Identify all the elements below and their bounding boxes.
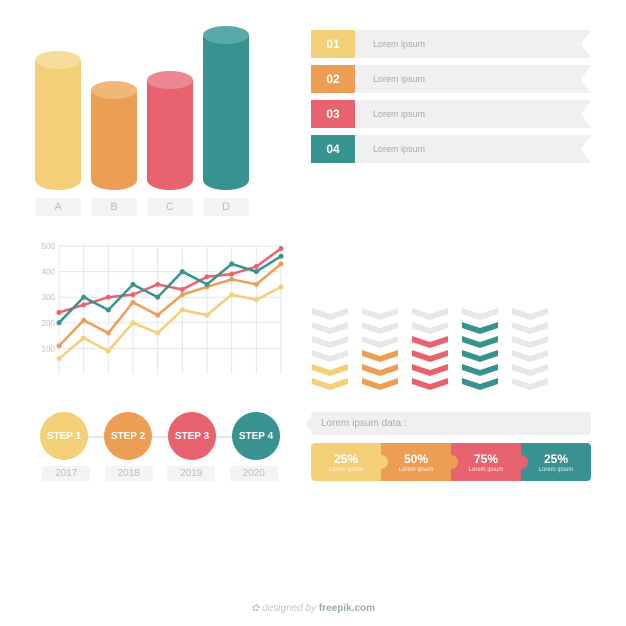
chevron-icon — [362, 364, 398, 376]
chevron-icon — [462, 308, 498, 320]
chevron-columns — [311, 240, 591, 390]
chevron-icon — [362, 336, 398, 348]
ribbon-item: 02Lorem ipsum.ribbons .ribbon:nth-child(… — [311, 65, 591, 93]
chevron-icon — [512, 378, 548, 390]
ribbon-number: 01 — [311, 30, 355, 58]
cylinder-label: D — [203, 198, 249, 216]
svg-text:400: 400 — [42, 268, 56, 277]
step-year: 2019 — [167, 466, 215, 481]
puzzle-percentages: Lorem ipsum data : 25%Lorem ipsum50%Lore… — [311, 412, 591, 481]
chevron-icon — [312, 308, 348, 320]
cylinder-label: B — [91, 198, 137, 216]
step-circle: STEP 2 — [104, 412, 152, 460]
chevron-icon — [412, 350, 448, 362]
chevron-column — [411, 308, 449, 390]
chevron-icon — [362, 322, 398, 334]
chevron-icon — [462, 378, 498, 390]
chevron-icon — [362, 308, 398, 320]
cylinder-label: A — [35, 198, 81, 216]
step-circle: STEP 4 — [232, 412, 280, 460]
chevron-column — [361, 308, 399, 390]
chevron-icon — [312, 336, 348, 348]
ribbon-text: Lorem ipsum — [355, 30, 591, 58]
ribbon-item: 01Lorem ipsum.ribbons .ribbon:nth-child(… — [311, 30, 591, 58]
chevron-icon — [412, 364, 448, 376]
puzzle-piece: 75%Lorem ipsum — [451, 443, 521, 481]
step-year: 2018 — [105, 466, 153, 481]
svg-text:500: 500 — [42, 242, 56, 251]
chevron-icon — [312, 364, 348, 376]
step-circle: STEP 1 — [40, 412, 88, 460]
cylinder-bar — [203, 35, 249, 190]
ribbon-number: 04 — [311, 135, 355, 163]
step-timeline: STEP 1 STEP 2 STEP 3 STEP 4 2017 2018 2019 202… — [35, 412, 285, 481]
chevron-icon — [512, 308, 548, 320]
flower-icon: ✿ — [251, 603, 259, 614]
step-circle: STEP 3 — [168, 412, 216, 460]
cylinder-bar-chart: ABCD — [35, 30, 285, 216]
chevron-icon — [312, 350, 348, 362]
ribbon-item: 03Lorem ipsum.ribbons .ribbon:nth-child(… — [311, 100, 591, 128]
chevron-icon — [412, 322, 448, 334]
svg-text:100: 100 — [42, 344, 56, 353]
chevron-icon — [462, 336, 498, 348]
chevron-icon — [512, 322, 548, 334]
chevron-column — [311, 308, 349, 390]
step-year: 2020 — [230, 466, 278, 481]
step-year: 2017 — [42, 466, 90, 481]
cylinder-bar — [35, 60, 81, 190]
ribbon-item: 04Lorem ipsum.ribbons .ribbon:nth-child(… — [311, 135, 591, 163]
ribbon-number: 03 — [311, 100, 355, 128]
chevron-icon — [412, 336, 448, 348]
chevron-icon — [462, 364, 498, 376]
chevron-icon — [412, 308, 448, 320]
line-chart: 100 200 300 400 500 — [35, 240, 285, 390]
ribbon-text: Lorem ipsum — [355, 100, 591, 128]
chevron-column — [511, 308, 549, 390]
puzzle-piece: 25%Lorem ipsum — [311, 443, 381, 481]
ribbon-list: 01Lorem ipsum.ribbons .ribbon:nth-child(… — [311, 30, 591, 216]
chevron-column — [461, 308, 499, 390]
cylinder-bar — [91, 90, 137, 190]
svg-text:200: 200 — [42, 319, 56, 328]
svg-text:300: 300 — [42, 293, 56, 302]
chevron-icon — [512, 364, 548, 376]
puzzle-title: Lorem ipsum data : — [311, 412, 591, 435]
ribbon-text: Lorem ipsum — [355, 135, 591, 163]
chevron-icon — [512, 350, 548, 362]
puzzle-piece: 25%Lorem ipsum — [521, 443, 591, 481]
puzzle-piece: 50%Lorem ipsum — [381, 443, 451, 481]
attribution: ✿ designed by freepik.com — [0, 603, 626, 614]
chevron-icon — [312, 322, 348, 334]
ribbon-text: Lorem ipsum — [355, 65, 591, 93]
chevron-icon — [512, 336, 548, 348]
chevron-icon — [362, 350, 398, 362]
chevron-icon — [362, 378, 398, 390]
ribbon-number: 02 — [311, 65, 355, 93]
chevron-icon — [412, 378, 448, 390]
cylinder-label: C — [147, 198, 193, 216]
chevron-icon — [462, 350, 498, 362]
chevron-icon — [462, 322, 498, 334]
chevron-icon — [312, 378, 348, 390]
cylinder-bar — [147, 80, 193, 190]
